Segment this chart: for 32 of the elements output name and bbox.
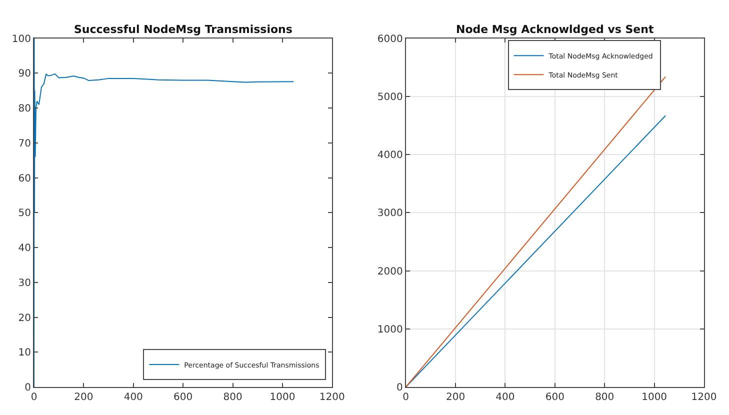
y-tick-label: 3000 (377, 208, 403, 220)
chart-title: Node Msg Acknowldged vs Sent (456, 23, 654, 36)
x-tick-label: 800 (595, 392, 614, 403)
y-tick-label: 30 (18, 278, 31, 289)
x-tick-label: 1000 (270, 392, 296, 403)
y-tick-label: 5000 (377, 92, 403, 103)
x-tick-label: 200 (74, 392, 94, 403)
y-tick-label: 4000 (377, 150, 403, 162)
y-tick-label: 90 (18, 68, 31, 80)
y-tick-label: 70 (18, 138, 31, 150)
y-tick-label: 60 (18, 173, 31, 184)
x-tick-label: 1200 (691, 392, 717, 403)
chart-title: Successful NodeMsg Transmissions (74, 23, 293, 36)
x-tick-label: 1000 (642, 392, 668, 403)
x-tick-label: 200 (446, 392, 466, 403)
y-tick-label: 2000 (377, 266, 403, 278)
x-tick-label: 400 (124, 392, 143, 403)
x-tick-label: 400 (496, 392, 515, 403)
x-tick-label: 600 (545, 392, 564, 403)
y-tick-label: 6000 (377, 34, 403, 45)
y-tick-label: 100 (12, 34, 31, 45)
y-tick-label: 0 (24, 382, 31, 394)
x-tick-label: 800 (223, 392, 242, 403)
y-tick-label: 40 (18, 243, 31, 254)
y-tick-label: 1000 (377, 324, 403, 336)
y-tick-label: 0 (396, 382, 403, 394)
y-tick-label: 20 (18, 312, 31, 324)
x-tick-label: 1200 (319, 392, 345, 403)
y-tick-label: 10 (18, 348, 31, 359)
x-tick-label: 600 (174, 392, 193, 403)
y-tick-label: 80 (18, 104, 31, 115)
y-tick-label: 50 (18, 208, 31, 220)
